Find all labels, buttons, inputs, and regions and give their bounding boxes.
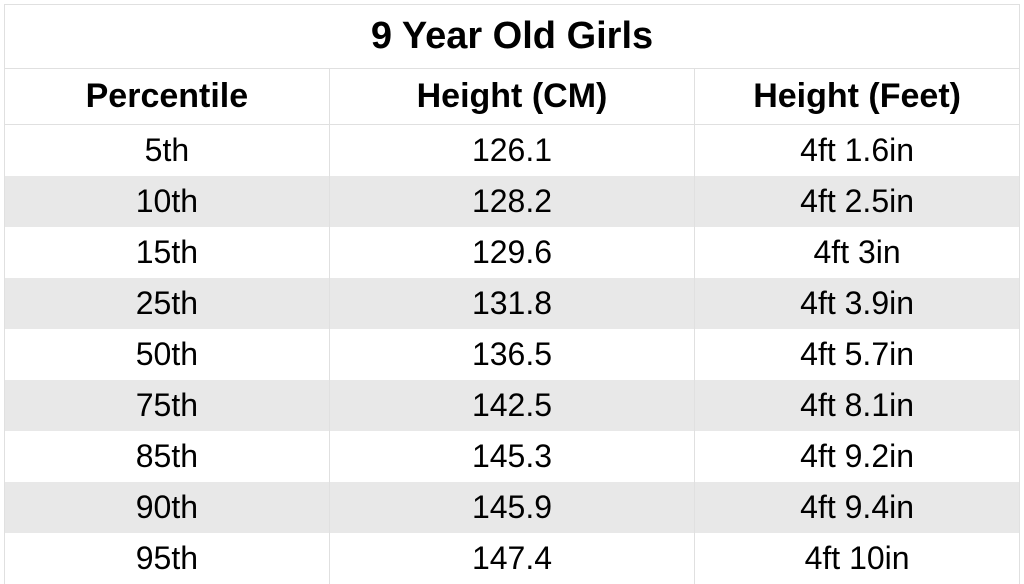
cell-height-cm: 131.8 xyxy=(329,278,694,329)
header-height-cm: Height (CM) xyxy=(329,69,694,125)
height-percentile-table: 9 Year Old Girls Percentile Height (CM) … xyxy=(4,4,1020,584)
cell-height-feet: 4ft 1.6in xyxy=(695,125,1020,177)
cell-height-cm: 145.9 xyxy=(329,482,694,533)
table-row: 75th 142.5 4ft 8.1in xyxy=(5,380,1020,431)
header-height-feet: Height (Feet) xyxy=(695,69,1020,125)
cell-height-feet: 4ft 2.5in xyxy=(695,176,1020,227)
table-row: 10th 128.2 4ft 2.5in xyxy=(5,176,1020,227)
cell-height-feet: 4ft 9.2in xyxy=(695,431,1020,482)
table-row: 15th 129.6 4ft 3in xyxy=(5,227,1020,278)
table-row: 5th 126.1 4ft 1.6in xyxy=(5,125,1020,177)
table-row: 90th 145.9 4ft 9.4in xyxy=(5,482,1020,533)
cell-percentile: 5th xyxy=(5,125,330,177)
cell-height-feet: 4ft 10in xyxy=(695,533,1020,584)
cell-height-cm: 128.2 xyxy=(329,176,694,227)
header-percentile: Percentile xyxy=(5,69,330,125)
cell-height-feet: 4ft 3in xyxy=(695,227,1020,278)
header-row: Percentile Height (CM) Height (Feet) xyxy=(5,69,1020,125)
cell-height-cm: 126.1 xyxy=(329,125,694,177)
cell-height-feet: 4ft 9.4in xyxy=(695,482,1020,533)
cell-percentile: 75th xyxy=(5,380,330,431)
cell-percentile: 90th xyxy=(5,482,330,533)
table-row: 85th 145.3 4ft 9.2in xyxy=(5,431,1020,482)
cell-percentile: 85th xyxy=(5,431,330,482)
cell-height-feet: 4ft 8.1in xyxy=(695,380,1020,431)
cell-height-feet: 4ft 5.7in xyxy=(695,329,1020,380)
cell-height-cm: 147.4 xyxy=(329,533,694,584)
cell-percentile: 10th xyxy=(5,176,330,227)
cell-height-cm: 145.3 xyxy=(329,431,694,482)
cell-height-cm: 136.5 xyxy=(329,329,694,380)
cell-percentile: 15th xyxy=(5,227,330,278)
cell-percentile: 25th xyxy=(5,278,330,329)
table-row: 95th 147.4 4ft 10in xyxy=(5,533,1020,584)
table-row: 25th 131.8 4ft 3.9in xyxy=(5,278,1020,329)
cell-percentile: 95th xyxy=(5,533,330,584)
title-row: 9 Year Old Girls xyxy=(5,5,1020,69)
cell-height-cm: 142.5 xyxy=(329,380,694,431)
cell-height-cm: 129.6 xyxy=(329,227,694,278)
cell-percentile: 50th xyxy=(5,329,330,380)
table-title: 9 Year Old Girls xyxy=(5,5,1020,69)
cell-height-feet: 4ft 3.9in xyxy=(695,278,1020,329)
table-row: 50th 136.5 4ft 5.7in xyxy=(5,329,1020,380)
